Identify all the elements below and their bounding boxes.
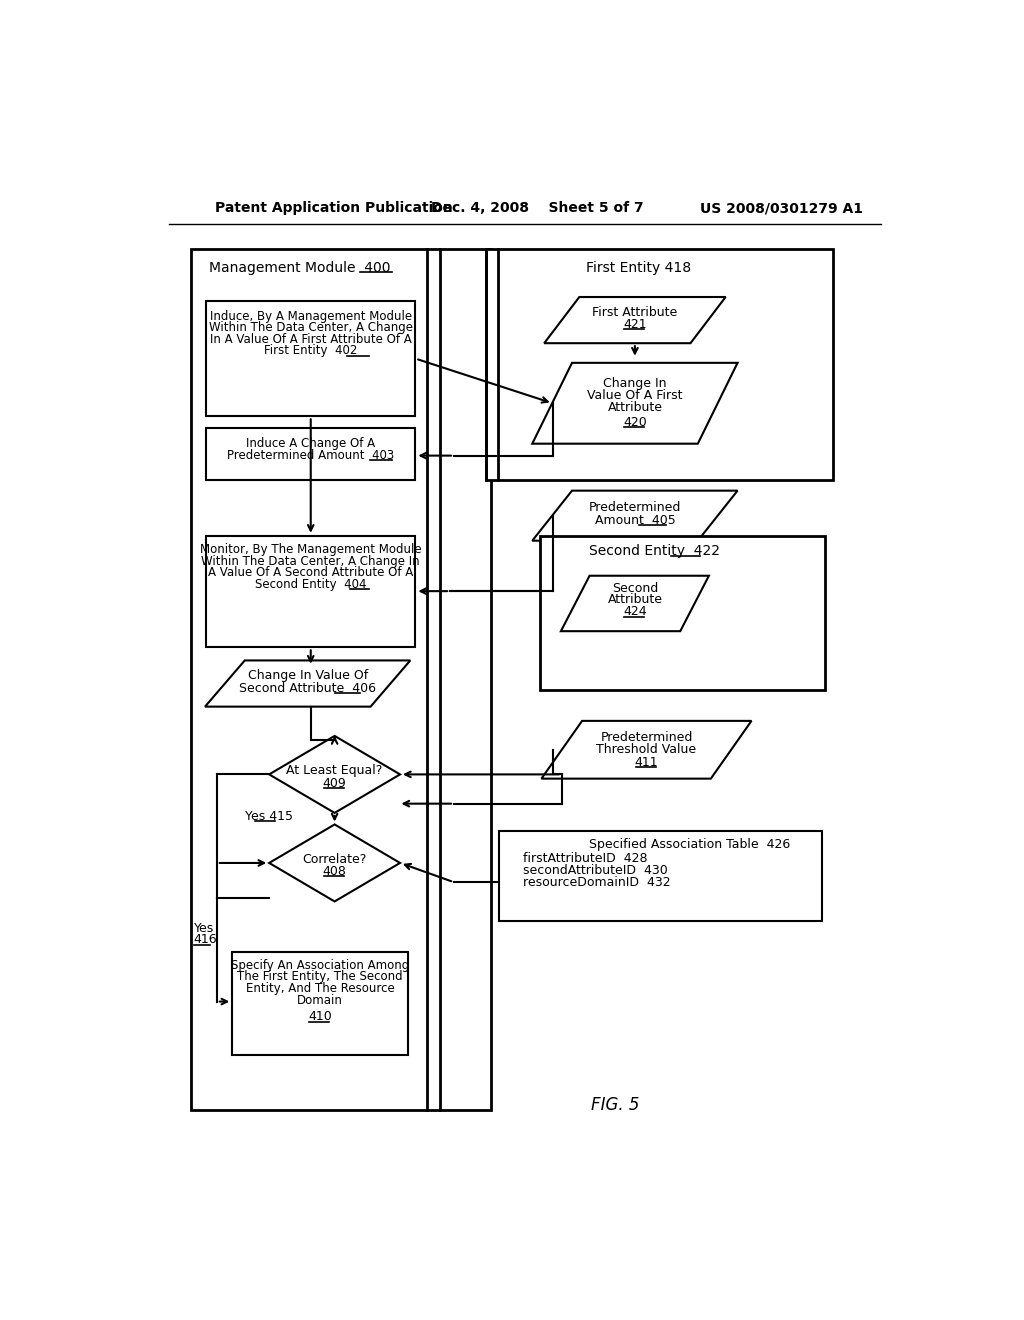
Polygon shape (532, 363, 737, 444)
Text: Second Entity  422: Second Entity 422 (589, 544, 720, 558)
Text: Predetermined: Predetermined (600, 731, 692, 744)
Text: Change In Value Of: Change In Value Of (248, 669, 368, 682)
Bar (486, 249, 833, 480)
Text: Specified Association Table  426: Specified Association Table 426 (589, 838, 790, 851)
Text: Second Attribute  406: Second Attribute 406 (240, 681, 376, 694)
Text: Yes 415: Yes 415 (245, 810, 293, 824)
Text: Domain: Domain (297, 994, 343, 1007)
Text: Patent Application Publication: Patent Application Publication (215, 202, 453, 215)
Text: Within The Data Center, A Change In: Within The Data Center, A Change In (202, 554, 420, 568)
Text: Dec. 4, 2008    Sheet 5 of 7: Dec. 4, 2008 Sheet 5 of 7 (431, 202, 643, 215)
Text: Within The Data Center, A Change: Within The Data Center, A Change (209, 321, 413, 334)
Polygon shape (532, 491, 737, 541)
Text: firstAttributeID  428: firstAttributeID 428 (523, 851, 648, 865)
Text: resourceDomainID  432: resourceDomainID 432 (523, 876, 671, 890)
Text: First Entity 418: First Entity 418 (586, 261, 691, 275)
Text: Management Module  400: Management Module 400 (209, 261, 391, 275)
Polygon shape (205, 660, 411, 706)
Text: Entity, And The Resource: Entity, And The Resource (246, 982, 394, 995)
Text: 409: 409 (323, 777, 346, 791)
Bar (499, 830, 822, 921)
Text: 421: 421 (623, 318, 647, 331)
Text: The First Entity, The Second: The First Entity, The Second (238, 970, 402, 983)
Text: Attribute: Attribute (607, 593, 663, 606)
Text: Predetermined: Predetermined (589, 502, 681, 515)
Bar (206, 428, 416, 480)
Text: 411: 411 (635, 755, 658, 768)
Polygon shape (269, 737, 400, 813)
Text: 408: 408 (323, 865, 346, 878)
Text: In A Value Of A First Attribute Of A: In A Value Of A First Attribute Of A (210, 333, 412, 346)
Bar (206, 301, 416, 416)
Polygon shape (269, 825, 400, 902)
Text: A Value Of A Second Attribute Of A: A Value Of A Second Attribute Of A (208, 566, 414, 579)
Polygon shape (542, 721, 752, 779)
Bar (190, 249, 490, 1110)
Text: Value Of A First: Value Of A First (587, 389, 683, 403)
Text: Change In: Change In (603, 376, 667, 389)
Text: At Least Equal?: At Least Equal? (287, 764, 383, 777)
Text: Monitor, By The Management Module: Monitor, By The Management Module (200, 543, 422, 556)
Text: Second: Second (611, 582, 658, 594)
Text: First Entity  402: First Entity 402 (264, 345, 357, 358)
Text: Threshold Value: Threshold Value (596, 743, 696, 756)
Text: Correlate?: Correlate? (302, 853, 367, 866)
Text: 420: 420 (623, 416, 647, 429)
Text: Induce, By A Management Module: Induce, By A Management Module (210, 310, 412, 323)
Text: secondAttributeID  430: secondAttributeID 430 (523, 865, 668, 878)
Text: Induce A Change Of A: Induce A Change Of A (246, 437, 376, 450)
Text: Attribute: Attribute (607, 401, 663, 414)
Text: 416: 416 (194, 933, 217, 946)
Polygon shape (544, 297, 726, 343)
Bar (232, 952, 408, 1056)
Text: 424: 424 (623, 606, 647, 619)
Text: First Attribute: First Attribute (592, 306, 678, 319)
Text: Predetermined Amount  403: Predetermined Amount 403 (227, 449, 394, 462)
Text: FIG. 5: FIG. 5 (592, 1097, 640, 1114)
Text: 410: 410 (308, 1010, 332, 1023)
Text: US 2008/0301279 A1: US 2008/0301279 A1 (700, 202, 863, 215)
Text: Amount  405: Amount 405 (595, 513, 675, 527)
Text: Specify An Association Among: Specify An Association Among (230, 958, 410, 972)
Text: Yes: Yes (194, 921, 214, 935)
Bar (206, 536, 416, 647)
Text: Second Entity  404: Second Entity 404 (255, 578, 367, 591)
Bar (541, 536, 825, 689)
Polygon shape (561, 576, 709, 631)
